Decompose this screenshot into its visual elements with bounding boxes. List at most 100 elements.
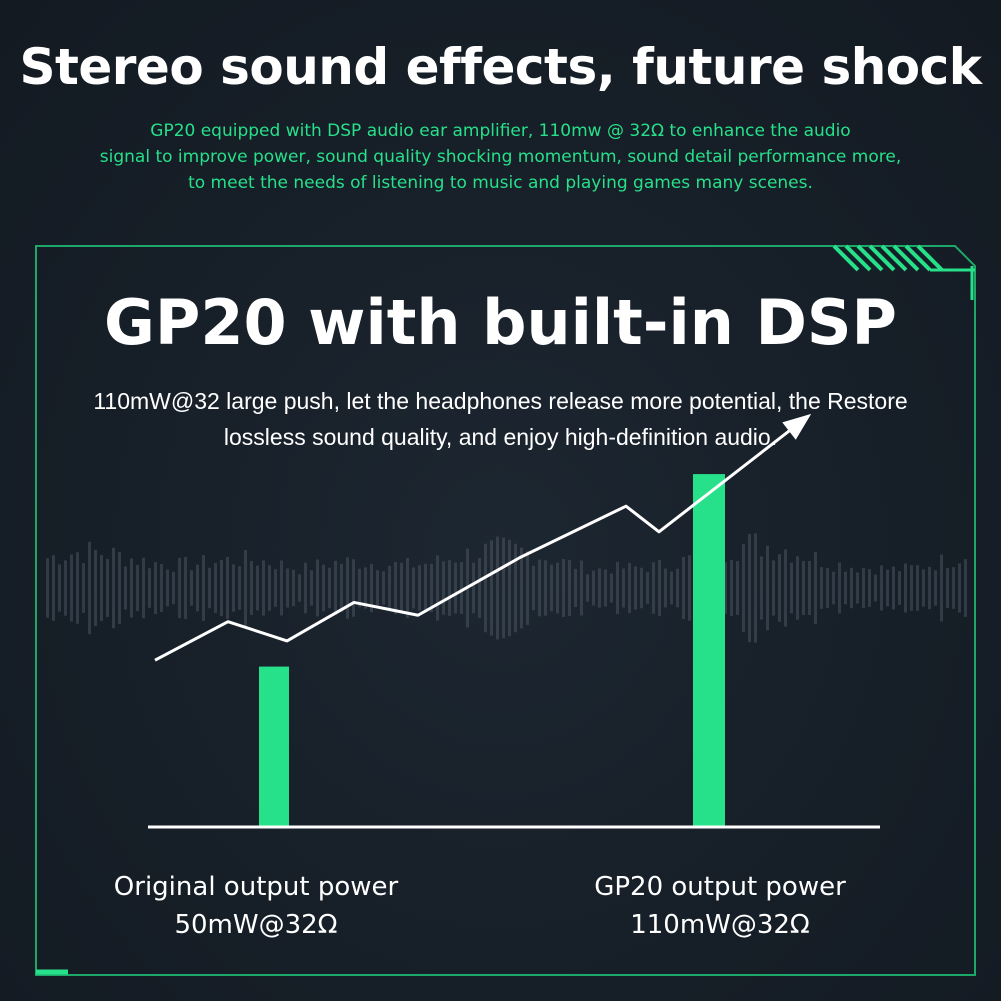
waveform-bar bbox=[682, 557, 685, 619]
waveform-bar bbox=[532, 565, 535, 611]
bar-gp20-output bbox=[693, 474, 725, 827]
waveform-bar bbox=[340, 563, 343, 613]
category-name: GP20 output power bbox=[594, 872, 846, 902]
waveform-bar bbox=[478, 558, 481, 618]
waveform-bar bbox=[664, 568, 667, 608]
waveform-bar bbox=[676, 568, 679, 608]
waveform-bar bbox=[112, 547, 115, 629]
waveform-bar bbox=[190, 570, 193, 606]
waveform-bar bbox=[760, 556, 763, 620]
waveform-bar bbox=[328, 567, 331, 609]
bar-original-output bbox=[259, 666, 289, 827]
waveform-bar bbox=[952, 567, 955, 609]
headline: Stereo sound effects, future shock bbox=[19, 38, 982, 96]
waveform-bar bbox=[616, 561, 619, 615]
waveform-bar bbox=[646, 572, 649, 604]
trend-polyline bbox=[154, 415, 809, 662]
waveform-bar bbox=[832, 571, 835, 605]
waveform-bar bbox=[382, 571, 385, 605]
waveform-bar bbox=[562, 559, 565, 617]
waveform-bar bbox=[298, 574, 301, 602]
waveform-bar bbox=[874, 574, 877, 602]
waveform-bar bbox=[892, 566, 895, 610]
waveform-bar bbox=[550, 564, 553, 612]
intro-line-1: GP20 equipped with DSP audio ear amplifi… bbox=[150, 121, 851, 141]
waveform-bar bbox=[82, 563, 85, 613]
waveform-bar bbox=[820, 567, 823, 609]
intro-line-2: signal to improve power, sound quality s… bbox=[99, 147, 902, 167]
waveform-bar bbox=[490, 540, 493, 636]
category-value-label: 50mW@32Ω bbox=[174, 910, 338, 940]
waveform-bar bbox=[598, 568, 601, 608]
trend-line bbox=[154, 413, 812, 662]
waveform-bar bbox=[76, 552, 79, 624]
waveform-bar bbox=[442, 561, 445, 615]
waveform-bar bbox=[658, 559, 661, 617]
waveform-bar bbox=[928, 566, 931, 610]
waveform-bar bbox=[910, 565, 913, 611]
waveform-bar bbox=[838, 562, 841, 614]
waveform-bar bbox=[256, 565, 259, 611]
waveform-bar bbox=[358, 568, 361, 608]
waveform-bar bbox=[568, 560, 571, 616]
waveform-bar bbox=[898, 571, 901, 605]
waveform-bar bbox=[856, 572, 859, 604]
waveform-bar bbox=[808, 561, 811, 615]
waveform-bar bbox=[574, 568, 577, 608]
waveform-bar bbox=[766, 545, 769, 631]
waveform-bar bbox=[376, 570, 379, 606]
waveform-bar bbox=[940, 554, 943, 622]
waveform-bar bbox=[352, 559, 355, 617]
waveform-bar bbox=[748, 533, 751, 643]
waveform-bar bbox=[724, 562, 727, 614]
waveform-bar bbox=[850, 567, 853, 609]
waveform-bar bbox=[742, 543, 745, 633]
waveform-bar bbox=[826, 567, 829, 609]
intro-line-3: to meet the needs of listening to music … bbox=[188, 173, 813, 193]
waveform-bar bbox=[166, 569, 169, 607]
waveform-bar bbox=[802, 561, 805, 615]
waveform-bar bbox=[244, 550, 247, 626]
waveform-bar bbox=[934, 570, 937, 606]
waveform-bar bbox=[544, 560, 547, 616]
waveform-bar bbox=[448, 560, 451, 616]
trend-arrow-head-icon bbox=[782, 413, 812, 440]
waveform-bar bbox=[70, 554, 73, 622]
waveform-bar bbox=[118, 552, 121, 624]
waveform-bar bbox=[484, 543, 487, 633]
waveform-bar bbox=[502, 537, 505, 639]
waveform-bar bbox=[862, 567, 865, 609]
waveform-bar bbox=[814, 552, 817, 624]
waveform-bar bbox=[424, 563, 427, 613]
waveform-bar bbox=[790, 562, 793, 614]
waveform-bar bbox=[868, 569, 871, 607]
waveform-bar bbox=[124, 566, 127, 610]
waveform-bar bbox=[148, 568, 151, 608]
waveform-bar bbox=[622, 568, 625, 608]
waveform-bar bbox=[106, 559, 109, 617]
category-name: Original output power bbox=[113, 872, 399, 902]
sound-waveform-decoration bbox=[46, 533, 967, 643]
waveform-bar bbox=[604, 569, 607, 607]
waveform-bar bbox=[322, 564, 325, 612]
waveform-bar bbox=[64, 560, 67, 616]
waveform-bar bbox=[286, 568, 289, 608]
waveform-bar bbox=[886, 569, 889, 607]
waveform-bar bbox=[304, 562, 307, 614]
waveform-bar bbox=[784, 549, 787, 627]
waveform-bar bbox=[922, 569, 925, 607]
waveform-bar bbox=[388, 565, 391, 611]
waveform-bar bbox=[520, 547, 523, 629]
waveform-bar bbox=[94, 549, 97, 627]
waveform-bar bbox=[586, 574, 589, 602]
waveform-bar bbox=[736, 561, 739, 615]
waveform-bar bbox=[958, 563, 961, 613]
waveform-bar bbox=[754, 533, 757, 643]
waveform-bar bbox=[46, 558, 49, 618]
waveform-bar bbox=[280, 560, 283, 616]
waveform-bar bbox=[904, 563, 907, 613]
category-label-gp20: GP20 output power 110mW@32Ω bbox=[550, 868, 890, 944]
waveform-bar bbox=[592, 570, 595, 606]
